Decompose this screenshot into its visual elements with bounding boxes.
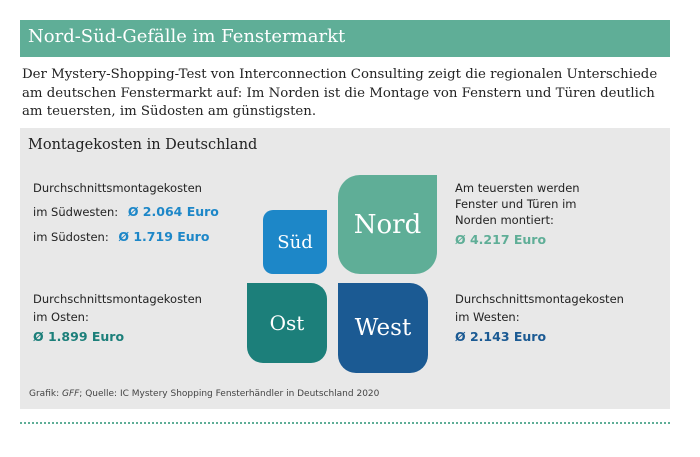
north-line3: Norden montiert: [455, 213, 554, 227]
southwest-value: Ø 2.064 Euro [127, 204, 219, 219]
source-prefix: Grafik: [29, 389, 62, 399]
tile-ost: Ost [247, 283, 327, 363]
tile-sued: Süd [263, 210, 327, 274]
west-label: im Westen: [455, 310, 520, 324]
source-rest: ; Quelle: IC Mystery Shopping Fensterhän… [79, 389, 380, 399]
info-panel: Montagekosten in Deutschland Durchschnit… [20, 128, 670, 409]
source-gff: GFF [61, 389, 80, 399]
west-heading: Durchschnittsmontagekosten [455, 292, 624, 306]
east-label: im Osten: [33, 310, 89, 324]
tile-west: West [338, 283, 428, 373]
north-line1: Am teuersten werden [455, 181, 580, 195]
southeast-row: im Südosten: Ø 1.719 Euro [33, 229, 209, 245]
east-heading: Durchschnittsmontagekosten [33, 292, 202, 306]
southwest-label: im Südwesten: [33, 205, 119, 219]
southwest-row: im Südwesten: Ø 2.064 Euro [33, 204, 219, 220]
east-value: Ø 1.899 Euro [33, 329, 125, 344]
south-heading: Durchschnittsmontagekosten [33, 181, 202, 195]
southeast-value: Ø 1.719 Euro [118, 229, 210, 244]
southeast-label: im Südosten: [33, 230, 109, 244]
panel-title: Montagekosten in Deutschland [28, 137, 258, 153]
north-value: Ø 4.217 Euro [455, 232, 547, 247]
tile-nord: Nord [338, 175, 437, 274]
intro-text: Der Mystery-Shopping-Test von Interconne… [22, 67, 658, 119]
source-note: Grafik: GFF; Quelle: IC Mystery Shopping… [29, 389, 379, 399]
north-line2: Fenster und Türen im [455, 197, 577, 211]
west-value: Ø 2.143 Euro [455, 329, 547, 344]
header-bar: Nord-Süd-Gefälle im Fenstermarkt [20, 20, 670, 57]
page-title: Nord-Süd-Gefälle im Fenstermarkt [28, 26, 346, 47]
dotted-divider [20, 422, 670, 424]
